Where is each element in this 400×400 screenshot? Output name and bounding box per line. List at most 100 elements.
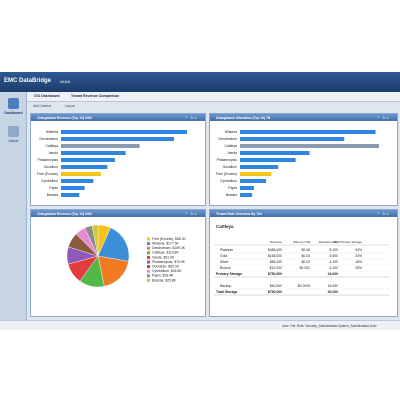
category-label: Wisteria (225, 130, 237, 134)
category-label: Oncidium (223, 165, 237, 169)
panel: Tenant Rate Overview By Tier 🔍 ⚙ ✕ Cattley… (209, 209, 398, 317)
table-cell: 40,000 (328, 290, 338, 294)
bar (61, 158, 115, 162)
legend-label: Oncidium, $65.3K (152, 264, 180, 268)
table-cell: $40,000 (270, 284, 282, 288)
table-cell: $0.02 (302, 260, 311, 264)
legend-label: Phalaenopsis, $75.9K (152, 260, 186, 264)
bar (61, 165, 108, 169)
bar (240, 158, 296, 162)
panel-menu[interactable]: 🔍 ⚙ ✕ (185, 115, 197, 120)
bar (240, 193, 253, 197)
category-label: Vanda (48, 151, 58, 155)
legend-swatch (147, 246, 150, 250)
bar (240, 151, 310, 155)
bar (240, 165, 279, 169)
legend-label: Papin, $33.4K (152, 274, 174, 278)
nav-item[interactable]: Dashboard (4, 111, 23, 115)
footer-user: User: Pat (282, 324, 296, 328)
panel-title: Chargeback Allocation (Top 10) TB (210, 114, 397, 121)
category-label: Papin (228, 186, 237, 190)
pie-slice (97, 227, 130, 262)
legend-swatch (147, 274, 150, 278)
legend-swatch (147, 242, 150, 246)
toolbar-button[interactable]: Layout (65, 104, 75, 108)
footer: User: Pat Role: Security_Administrator,S… (0, 320, 400, 330)
app-title: EMC DataBridge (4, 78, 52, 84)
category-label: Cymbidium (41, 179, 58, 183)
panel-menu[interactable]: 🔍 ⚙ ✕ (377, 211, 389, 216)
app: EMC DataBridge v1.0.0 Dashboard Admin CI… (0, 72, 400, 330)
table-heading: Cattleya (216, 224, 234, 229)
category-label: Free (Excess) (37, 172, 58, 176)
category-label: Wisteria (46, 130, 58, 134)
bar (240, 144, 379, 148)
toolbar-button[interactable]: Add Content (33, 104, 51, 108)
bar (240, 130, 376, 134)
bar (61, 179, 94, 183)
bar (61, 151, 126, 155)
bar (61, 186, 85, 190)
pie-slice (91, 224, 99, 257)
category-label: Dendrobium (40, 137, 59, 141)
panel: Chargeback Revenue (Top 10) USD 🔍 ⚙ ✕ Wist… (30, 113, 206, 206)
table-cell: $84,000 (270, 260, 282, 264)
table-cell: 23% (355, 254, 362, 258)
bar (61, 137, 175, 141)
table-cell: $790,000 (268, 290, 282, 294)
category-label: Cymbidium (220, 179, 237, 183)
table-cell: $168,000 (268, 254, 282, 258)
nav-item[interactable]: Admin (8, 139, 19, 143)
legend-label: Brassia, $25.8K (152, 278, 177, 282)
category-label: Brassia (47, 193, 58, 197)
category-label: Oncidium (44, 165, 58, 169)
sidebar: Dashboard Admin (0, 92, 27, 320)
column-header: Allocated (GB) (318, 240, 338, 244)
table-cell: Total Storage (216, 290, 238, 294)
legend-swatch (147, 237, 150, 241)
panel: Chargeback Allocation (Top 10) TB 🔍 ⚙ ✕ Wi… (209, 113, 398, 206)
column-header: % of Primary Storage (333, 240, 362, 244)
table-cell: $0.03 (302, 254, 311, 258)
panel-title: Chargeback Revenue (Top 10) USD (31, 114, 205, 121)
table-cell: Silver (220, 260, 229, 264)
dashboard-icon[interactable] (8, 98, 19, 109)
panel-menu[interactable]: 🔍 ⚙ ✕ (377, 115, 389, 120)
table-cell: Bronze (220, 266, 231, 270)
legend-label: Cattleya, $110.8K (152, 251, 179, 255)
bar (240, 137, 345, 141)
panel: Chargeback Revenue (Top 10) USD 🔍 ⚙ ✕ Free… (30, 209, 206, 317)
tab[interactable]: CIO Dashboard (34, 94, 60, 98)
bar (240, 179, 267, 183)
bar (61, 172, 101, 176)
category-label: Free (Excess) (216, 172, 237, 176)
table-cell: Platinum (220, 248, 233, 252)
table-cell: 18% (355, 260, 362, 264)
legend-label: Free (Excess), $56.2K (152, 237, 186, 241)
panel-menu[interactable]: 🔍 ⚙ ✕ (185, 211, 197, 216)
bar (61, 193, 80, 197)
category-label: Papin (49, 186, 58, 190)
panel-body: Wisteria Dendrobium Cattleya Vanda Phalaenop… (37, 130, 187, 197)
app-version: v1.0.0 (60, 80, 70, 84)
bar (61, 130, 187, 134)
category-label: Phalaenopsis (38, 158, 59, 162)
table-cell: Primary Storage (216, 272, 242, 276)
table-cell: 5,600 (330, 254, 339, 258)
legend-swatch (147, 265, 150, 269)
panel-body: Cattleya Revenue Rate per GB Allocated (GB)… (214, 224, 390, 296)
admin-icon[interactable] (8, 126, 19, 137)
tab[interactable]: Tenant Revenue Comparison (71, 94, 120, 98)
category-label: Cattleya (225, 144, 238, 148)
bar (240, 172, 272, 176)
table-cell: 24,000 (328, 272, 338, 276)
legend-label: Dendrobium, $159.3K (152, 246, 186, 250)
legend-swatch (147, 269, 150, 273)
legend-label: Wisteria, $177.5K (152, 241, 179, 245)
table-cell: 34% (355, 248, 362, 252)
category-label: Dendrobium (219, 137, 238, 141)
table-cell: 8,100 (330, 248, 339, 252)
legend-swatch (147, 260, 150, 264)
toolbar: Add Content Layout (27, 102, 400, 110)
